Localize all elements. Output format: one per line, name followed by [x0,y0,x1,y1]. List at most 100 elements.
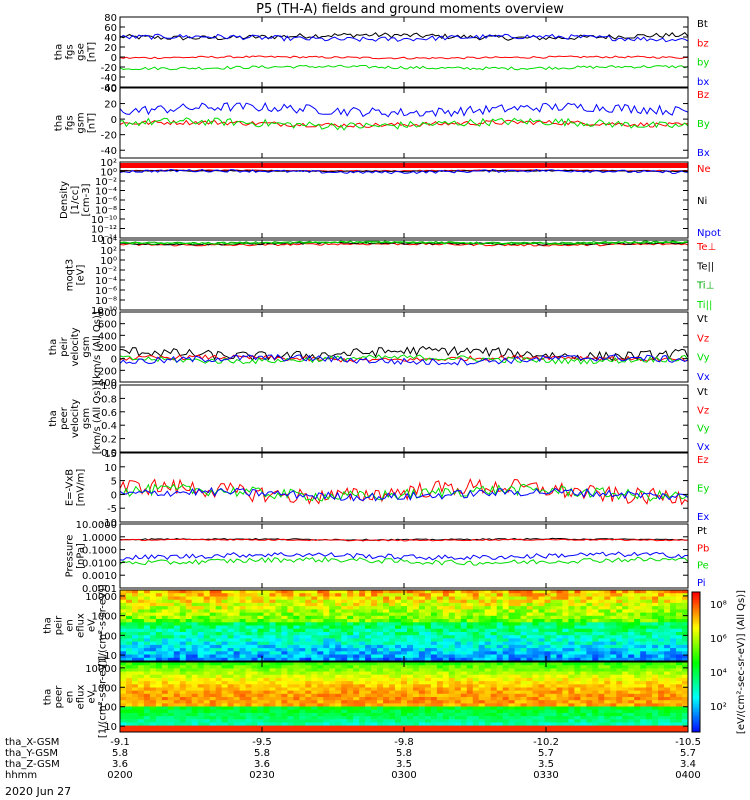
spectrogram-cell [544,648,552,652]
spectrogram-cell [227,596,235,601]
spectrogram-cell [550,716,558,720]
spectrogram-cell [568,641,575,646]
spectrogram-cell [436,674,444,679]
series-line-pb [120,538,688,542]
spectrogram-cell [514,622,522,627]
spectrogram-cell [676,690,683,695]
spectrogram-cell [418,638,426,643]
y-tick-label: 10⁻¹⁴ [91,234,117,245]
spectrogram-cell [502,728,510,732]
spectrogram-cell [185,712,193,717]
spectrogram-cell [227,609,235,614]
spectrogram-cell [586,644,593,649]
spectrogram-cell [526,671,534,676]
spectrogram-cell [508,648,516,652]
spectrogram-cell [281,687,288,692]
spectrogram-cell [508,612,516,617]
spectrogram-cell [377,612,384,617]
spectrogram-cell [359,632,366,636]
spectrogram-cell [568,612,575,617]
spectrogram-cell [424,693,432,698]
spectrogram-cell [622,622,629,627]
spectrogram-cell [155,590,163,594]
spectrogram-cell [143,590,151,594]
spectrogram-cell [143,728,151,732]
spectrogram-cell [484,612,492,617]
spectrogram-cell [407,706,414,711]
spectrogram-cell [496,712,504,717]
spectrogram-cell [132,668,139,673]
spectrogram-cell [221,690,229,695]
spectrogram-cell [526,662,534,666]
spectrogram-cell [221,599,229,604]
spectrogram-cell [245,593,253,597]
spectrogram-cell [616,657,623,661]
spectrogram-cell [263,638,271,643]
spectrogram-cell [562,648,569,652]
spectrogram-cell [365,632,372,636]
spectrogram-cell [173,684,181,689]
spectrogram-cell [640,648,647,652]
spectrogram-cell [658,619,665,623]
spectrogram-cell [424,700,432,704]
spectrogram-cell [436,654,444,659]
spectrogram-cell [215,665,223,669]
spectrogram-cell [484,700,492,704]
spectrogram-cell [209,599,217,604]
spectrogram-cell [490,602,498,607]
spectrogram-cell [120,596,127,601]
spectrogram-cell [251,681,259,685]
spectrogram-cell [472,657,480,661]
spectrogram-cell [401,609,408,614]
spectrogram-cell [251,644,259,649]
spectrogram-cell [413,728,420,732]
spectrogram-cell [365,684,372,689]
spectrogram-cell [424,671,432,676]
spectrogram-cell [460,697,468,701]
spectrogram-cell [610,609,617,614]
spectrogram-cell [682,622,688,627]
spectrogram-cell [305,684,312,689]
spectrogram-cell [323,697,330,701]
legend-entry: Vt [697,387,708,398]
spectrogram-cell [652,628,659,633]
spectrogram-cell [389,665,396,669]
spectrogram-cell [275,628,283,633]
spectrogram-cell [658,687,665,692]
spectrogram-cell [173,635,181,639]
spectrogram-cell [544,674,552,679]
spectrogram-cell [592,687,599,692]
spectrogram-cell [592,716,599,720]
spectrogram-cell [221,697,229,701]
spectrogram-cell [592,599,599,604]
spectrogram-cell [430,622,438,627]
spectrogram-cell [203,622,211,627]
spectrogram-cell [245,690,253,695]
spectrogram-cell [341,622,348,627]
spectrogram-cell [353,632,360,636]
spectrogram-cell [245,619,253,623]
spectrogram-cell [634,625,641,630]
spectrogram-cell [550,693,558,698]
spectrogram-cell [526,596,534,601]
spectrogram-cell [413,690,420,695]
spectrogram-cell [520,622,528,627]
spectrogram-cell [341,684,348,689]
spectrogram-cell [598,615,605,620]
spectrogram-cell [490,596,498,601]
spectrogram-cell [592,706,599,711]
spectrogram-cell [556,609,564,614]
spectrogram-cell [173,632,181,636]
spectrogram-cell [580,722,587,727]
spectrogram-cell [335,684,342,689]
spectrogram-cell [209,674,217,679]
spectrogram-cell [628,641,635,646]
spectrogram-cell [604,602,611,607]
spectrogram-cell [215,709,223,714]
spectrogram-cell [640,599,647,604]
spectrogram-cell [335,644,342,649]
spectrogram-cell [377,641,384,646]
spectrogram-cell [664,703,671,708]
spectrogram-cell [550,651,558,656]
spectrogram-cell [347,662,354,666]
